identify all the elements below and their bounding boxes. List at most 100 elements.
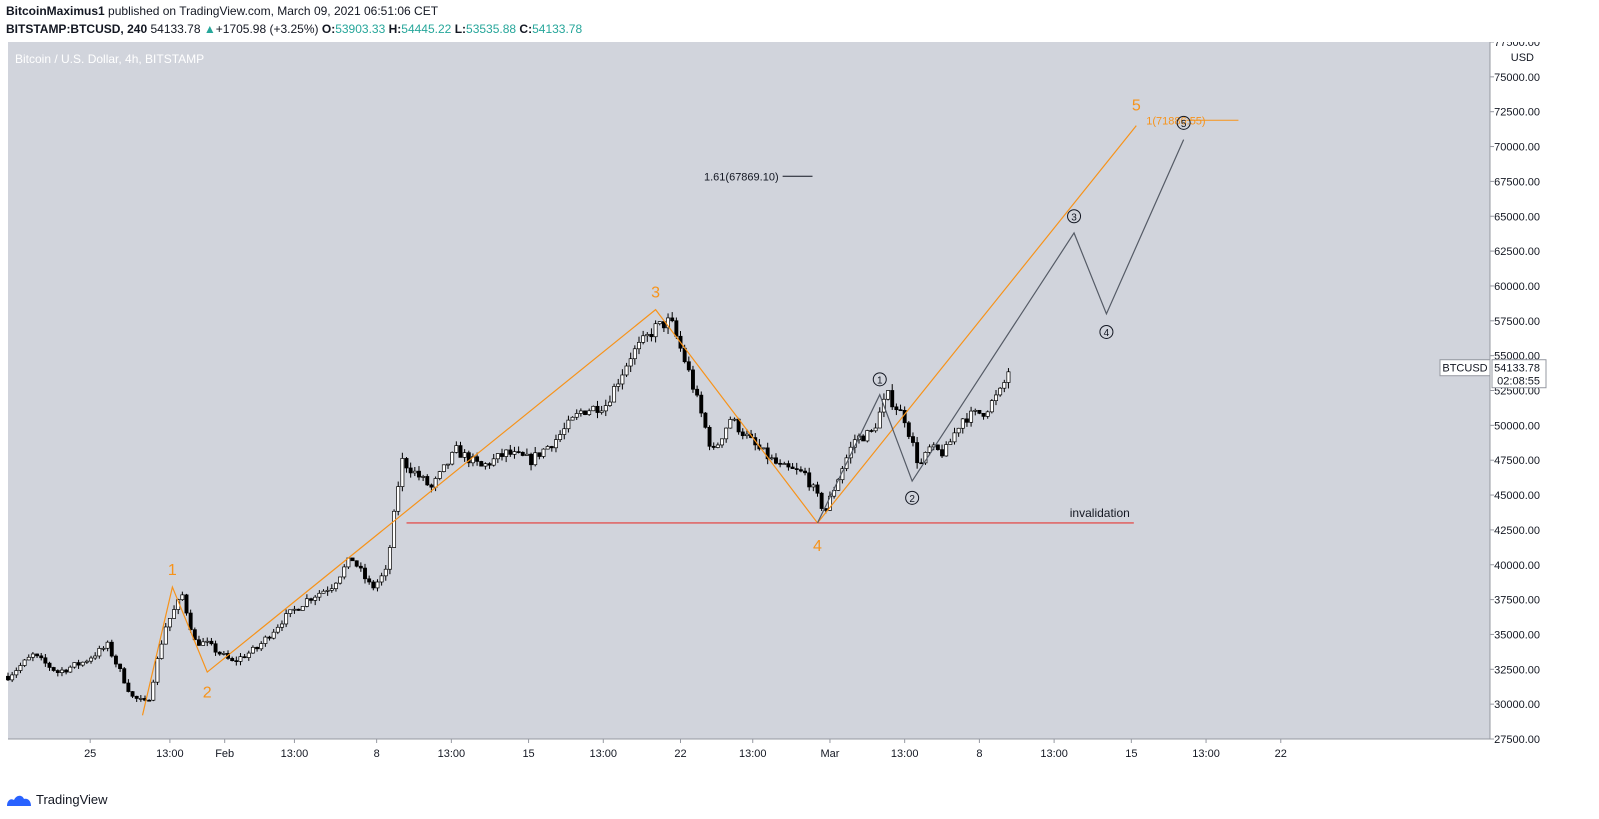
tradingview-brand: TradingView <box>36 792 108 807</box>
candle-down <box>309 598 313 601</box>
candle-up <box>624 365 629 376</box>
candle-up <box>524 453 529 456</box>
symbol-tag: BTCUSD <box>1442 363 1487 375</box>
candle-up <box>246 652 251 658</box>
high-label: H: <box>388 22 402 36</box>
candle-up <box>375 581 380 589</box>
candle-up <box>574 413 579 418</box>
candle-up <box>89 657 93 662</box>
candle-up <box>956 427 961 434</box>
candle-down <box>134 695 139 699</box>
x-tick-label: 13:00 <box>590 748 618 760</box>
footer-brand[interactable]: TradingView <box>6 792 108 807</box>
candle-up <box>30 653 35 658</box>
candle-up <box>578 410 583 414</box>
candle-down <box>977 409 982 414</box>
candle-up <box>637 341 641 350</box>
orange-wave-label: 2 <box>203 685 212 702</box>
candle-down <box>404 458 409 469</box>
candle-down <box>109 641 114 657</box>
candle-down <box>549 446 554 449</box>
candle-up <box>155 658 160 683</box>
candle-down <box>479 461 484 467</box>
candle-down <box>695 388 700 396</box>
candle-up <box>263 636 268 644</box>
candle-up <box>321 590 326 594</box>
invalidation-label: invalidation <box>1070 506 1130 520</box>
last-price: 54133.78 <box>150 22 201 36</box>
candle-down <box>940 449 944 457</box>
candle-down <box>6 675 10 681</box>
candle-up <box>18 665 23 671</box>
candle-down <box>803 470 807 474</box>
sub-wave-circle <box>905 490 920 505</box>
candle-down <box>417 470 421 478</box>
candle-up <box>275 626 280 633</box>
candle-down <box>774 457 778 464</box>
high-value: 54445.22 <box>401 22 452 36</box>
x-tick-label: Mar <box>820 748 839 760</box>
candle-down <box>794 468 799 470</box>
candle-up <box>446 463 450 466</box>
candle-up <box>221 653 226 655</box>
candle-down <box>819 492 824 509</box>
candle-down <box>699 394 704 414</box>
candle-up <box>720 438 724 446</box>
candle-down <box>466 452 471 464</box>
candle-up <box>603 405 608 412</box>
y-tick-label: 37500.00 <box>1494 595 1540 607</box>
candle-up <box>612 386 617 403</box>
candle-up <box>533 452 538 466</box>
candle-up <box>728 419 733 429</box>
candle-up <box>159 643 164 659</box>
candle-up <box>886 390 891 400</box>
candle-down <box>147 699 152 702</box>
y-tick-label: 47500.00 <box>1494 455 1540 467</box>
candle-down <box>686 361 691 371</box>
candle-down <box>363 567 367 580</box>
candle-down <box>76 662 81 666</box>
candle-down <box>707 426 712 447</box>
candle-up <box>101 647 106 650</box>
candle-up <box>599 410 604 413</box>
candle-up <box>591 405 596 412</box>
candle-up <box>491 458 496 466</box>
orange-wave-label: 3 <box>651 285 660 302</box>
candle-up <box>68 666 73 673</box>
sub-wave-circle <box>1099 324 1114 339</box>
y-tick-label: 45000.00 <box>1494 490 1540 502</box>
candle-up <box>454 445 459 453</box>
candle-down <box>197 639 201 646</box>
candle-down <box>649 334 654 338</box>
candle-up <box>811 484 816 488</box>
candle-down <box>778 462 783 465</box>
candle-up <box>657 321 662 325</box>
price-chart[interactable]: 27500.00 30000.00 32500.00 35000.00 37500.00… <box>0 42 1599 782</box>
candle-down <box>209 640 214 645</box>
candle-down <box>35 653 40 657</box>
candle-up <box>105 641 110 649</box>
candle-down <box>130 691 135 697</box>
candle-up <box>1002 382 1007 389</box>
author-name[interactable]: BitcoinMaximus1 <box>6 4 105 18</box>
candle-up <box>877 411 882 429</box>
candle-down <box>981 413 986 417</box>
candle-up <box>620 374 625 385</box>
candle-down <box>815 484 820 494</box>
candle-up <box>562 428 567 435</box>
candle-down <box>508 449 513 455</box>
x-tick-label: 25 <box>84 748 96 760</box>
candle-up <box>400 458 405 487</box>
candle-down <box>915 442 920 464</box>
candle-down <box>911 436 915 443</box>
candle-up <box>782 463 787 465</box>
y-tick-label: 77500.00 <box>1494 42 1540 49</box>
candle-down <box>919 462 924 465</box>
candle-up <box>280 623 284 628</box>
candle-up <box>504 449 509 457</box>
candle-down <box>703 412 708 428</box>
candle-up <box>284 613 289 625</box>
candle-down <box>255 646 260 650</box>
candle-down <box>217 651 222 655</box>
candle-down <box>267 636 272 639</box>
